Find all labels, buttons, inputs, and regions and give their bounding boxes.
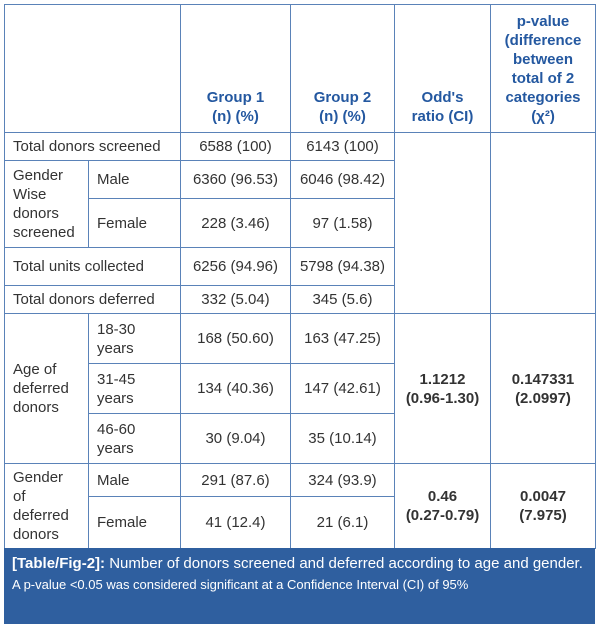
header-line: categories bbox=[505, 89, 581, 106]
header-row: Group 1 (n) (%) Group 2 (n) (%) Odd's ratio… bbox=[4, 4, 596, 133]
stat-line: 0.46 bbox=[427, 488, 458, 505]
caption-note: A p-value <0.05 was considered significa… bbox=[12, 577, 469, 592]
header-blank bbox=[4, 4, 181, 133]
cell: 6588 (100) bbox=[180, 132, 291, 161]
row: Total donors deferred 332 (5.04) 345 (5.… bbox=[4, 285, 596, 314]
row: Age of deferred donors 18-30 years 168 (50.… bbox=[4, 313, 596, 464]
empty-cell bbox=[394, 132, 491, 314]
label-line: Gender bbox=[13, 469, 64, 486]
cell: 5798 (94.38) bbox=[290, 247, 395, 286]
stat-line: (0.96-1.30) bbox=[405, 389, 480, 407]
cell: 41 (12.4) bbox=[180, 496, 291, 549]
label-line: deferred bbox=[13, 380, 69, 397]
stat-line: (7.975) bbox=[519, 507, 567, 524]
stat-line: 1.1212 bbox=[419, 370, 466, 388]
header-line: Group 1 bbox=[206, 89, 265, 106]
label-line: donors bbox=[13, 399, 59, 416]
header-cell: Odd's ratio (CI) bbox=[394, 4, 491, 133]
cell: 35 (10.14) bbox=[290, 413, 395, 464]
label-line: of bbox=[13, 488, 26, 505]
cell: 21 (6.1) bbox=[290, 496, 395, 549]
data-table: Group 1 (n) (%) Group 2 (n) (%) Odd's ratio… bbox=[4, 4, 596, 549]
row-label: Male bbox=[88, 463, 181, 497]
label-line: years bbox=[97, 339, 134, 357]
cell: 324 (93.9) bbox=[290, 463, 395, 497]
row-label: 18-30 years bbox=[88, 313, 181, 364]
cell: 6143 (100) bbox=[290, 132, 395, 161]
header-cell: Group 2 (n) (%) bbox=[290, 4, 395, 133]
row: 31-45 years 134 (40.36) 147 (42.61) bbox=[5, 363, 596, 414]
label-line: donors bbox=[13, 205, 59, 222]
cell: 332 (5.04) bbox=[180, 285, 291, 314]
cell: 147 (42.61) bbox=[290, 363, 395, 414]
stat-line: 0.0047 bbox=[520, 488, 566, 505]
label-line: 18-30 bbox=[97, 320, 136, 338]
header-line: Odd's bbox=[421, 89, 464, 106]
cell: 228 (3.46) bbox=[180, 198, 291, 248]
header-cell: p-value (difference between total of 2 categ… bbox=[490, 4, 596, 133]
caption-text: Number of donors screened and deferred a… bbox=[109, 555, 583, 572]
label-line: 46-60 bbox=[97, 420, 136, 438]
header-cell: Group 1 (n) (%) bbox=[180, 4, 291, 133]
row-label: Total donors deferred bbox=[4, 285, 181, 314]
empty-cell bbox=[490, 132, 596, 314]
cell: 134 (40.36) bbox=[180, 363, 291, 414]
header-line: Group 2 bbox=[313, 89, 372, 106]
header-line: p-value bbox=[516, 13, 570, 30]
header-line: (n) (%) bbox=[319, 108, 366, 125]
group-label: Gender of deferred donors bbox=[4, 463, 89, 549]
cell: 345 (5.6) bbox=[290, 285, 395, 314]
caption: [Table/Fig-2]: Number of donors screened… bbox=[4, 548, 595, 624]
label-line: screened bbox=[13, 224, 75, 241]
row-label: Total units collected bbox=[4, 247, 181, 286]
label-line: years bbox=[97, 439, 134, 457]
row-label: 46-60 years bbox=[88, 413, 181, 464]
group-label: Age of deferred donors bbox=[4, 313, 89, 464]
row-label: Female bbox=[88, 198, 181, 248]
cell: 6046 (98.42) bbox=[290, 160, 395, 199]
cell: 97 (1.58) bbox=[290, 198, 395, 248]
p-value: 0.0047 (7.975) bbox=[490, 463, 596, 549]
label-line: Wise bbox=[13, 186, 47, 203]
cell: 163 (47.25) bbox=[290, 313, 395, 364]
cell: 291 (87.6) bbox=[180, 463, 291, 497]
header-line: (n) (%) bbox=[212, 108, 259, 125]
cell: 6256 (94.96) bbox=[180, 247, 291, 286]
cell: 30 (9.04) bbox=[180, 413, 291, 464]
stat-line: (2.0997) bbox=[515, 389, 571, 407]
row: Total units collected 6256 (94.96) 5798 … bbox=[4, 247, 596, 286]
stat-line: (0.27-0.79) bbox=[405, 507, 480, 524]
row-label: 31-45 years bbox=[88, 363, 181, 414]
row: 46-60 years 30 (9.04) 35 (10.14) bbox=[5, 413, 596, 464]
header-line: total of 2 bbox=[511, 70, 575, 87]
odds-ratio: 1.1212 (0.96-1.30) bbox=[394, 313, 491, 464]
row: Female 228 (3.46) 97 (1.58) bbox=[5, 198, 596, 248]
row: Gender of deferred donors Male 291 (87.6) 3… bbox=[4, 463, 596, 549]
caption-label: [Table/Fig-2]: bbox=[12, 555, 106, 572]
p-value: 0.147331 (2.0997) bbox=[490, 313, 596, 464]
row-label: Female bbox=[88, 496, 181, 549]
label-line: Age of bbox=[13, 361, 57, 378]
row-label: Total donors screened bbox=[4, 132, 181, 161]
stat-line: 0.147331 bbox=[511, 370, 575, 388]
header-line: ratio (CI) bbox=[411, 108, 474, 125]
label-line: Gender bbox=[13, 167, 64, 184]
label-line: 31-45 bbox=[97, 370, 136, 388]
label-line: donors bbox=[13, 526, 59, 543]
row-label: Male bbox=[88, 160, 181, 199]
cell: 168 (50.60) bbox=[180, 313, 291, 364]
header-line: between bbox=[512, 51, 573, 68]
odds-ratio: 0.46 (0.27-0.79) bbox=[394, 463, 491, 549]
label-line: deferred bbox=[13, 507, 69, 524]
cell: 6360 (96.53) bbox=[180, 160, 291, 199]
row: Gender Wise donors screened Male 6360 (96.5… bbox=[4, 160, 596, 248]
row: Total donors screened 6588 (100) 6143 (1… bbox=[4, 132, 596, 314]
label-line: years bbox=[97, 389, 134, 407]
header-line: (χ²) bbox=[531, 108, 555, 125]
header-line: (difference bbox=[504, 32, 582, 49]
group-label: Gender Wise donors screened bbox=[4, 160, 89, 248]
